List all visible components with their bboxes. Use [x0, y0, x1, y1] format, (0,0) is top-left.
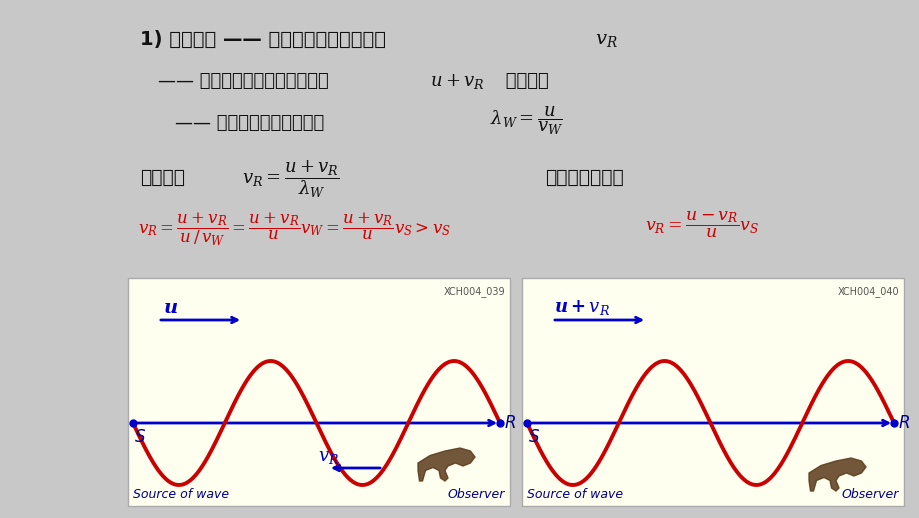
Text: $\lambda_W = \dfrac{u}{v_W}$: $\lambda_W = \dfrac{u}{v_W}$ — [490, 104, 562, 137]
Text: Source of wave: Source of wave — [133, 488, 229, 501]
Text: $v_R = \dfrac{u + v_R}{\lambda_W}$: $v_R = \dfrac{u + v_R}{\lambda_W}$ — [242, 158, 339, 199]
Text: 观察者远离波源: 观察者远离波源 — [544, 168, 623, 187]
Text: $u + v_R$: $u + v_R$ — [429, 72, 484, 91]
Text: S: S — [528, 428, 539, 446]
Text: $v_R$: $v_R$ — [595, 30, 618, 49]
Text: Observer: Observer — [448, 488, 505, 501]
Text: XCH004_040: XCH004_040 — [836, 286, 898, 297]
Text: 1) 波源静止 —— 观察者相对于介质速度: 1) 波源静止 —— 观察者相对于介质速度 — [140, 30, 392, 49]
Polygon shape — [417, 448, 474, 481]
Text: R: R — [505, 414, 516, 432]
Bar — [128, 278, 509, 506]
Text: —— 相当于观察者静止不动波以: —— 相当于观察者静止不动波以 — [158, 72, 328, 90]
Text: Observer: Observer — [841, 488, 898, 501]
Text: $v_R = \dfrac{u - v_R}{u}v_S$: $v_R = \dfrac{u - v_R}{u}v_S$ — [644, 210, 758, 240]
Text: XCH004_039: XCH004_039 — [443, 286, 505, 297]
Text: —— 观察者认为波长没有变: —— 观察者认为波长没有变 — [175, 114, 323, 132]
Text: 速度传播: 速度传播 — [499, 72, 548, 90]
Text: $\boldsymbol{v_R}$: $\boldsymbol{v_R}$ — [318, 448, 339, 466]
Text: 波的频率: 波的频率 — [140, 168, 185, 187]
Polygon shape — [808, 458, 865, 491]
Text: S: S — [135, 428, 145, 446]
Bar — [521, 278, 903, 506]
Text: $\boldsymbol{u}$: $\boldsymbol{u}$ — [163, 298, 178, 317]
Text: $v_R = \dfrac{u + v_R}{u \,/\, v_W} = \dfrac{u + v_R}{u}v_W = \dfrac{u + v_R}{u}: $v_R = \dfrac{u + v_R}{u \,/\, v_W} = \d… — [138, 210, 450, 248]
Text: $\boldsymbol{u+v_R}$: $\boldsymbol{u+v_R}$ — [553, 298, 609, 317]
Text: Source of wave: Source of wave — [527, 488, 622, 501]
Text: R: R — [898, 414, 910, 432]
